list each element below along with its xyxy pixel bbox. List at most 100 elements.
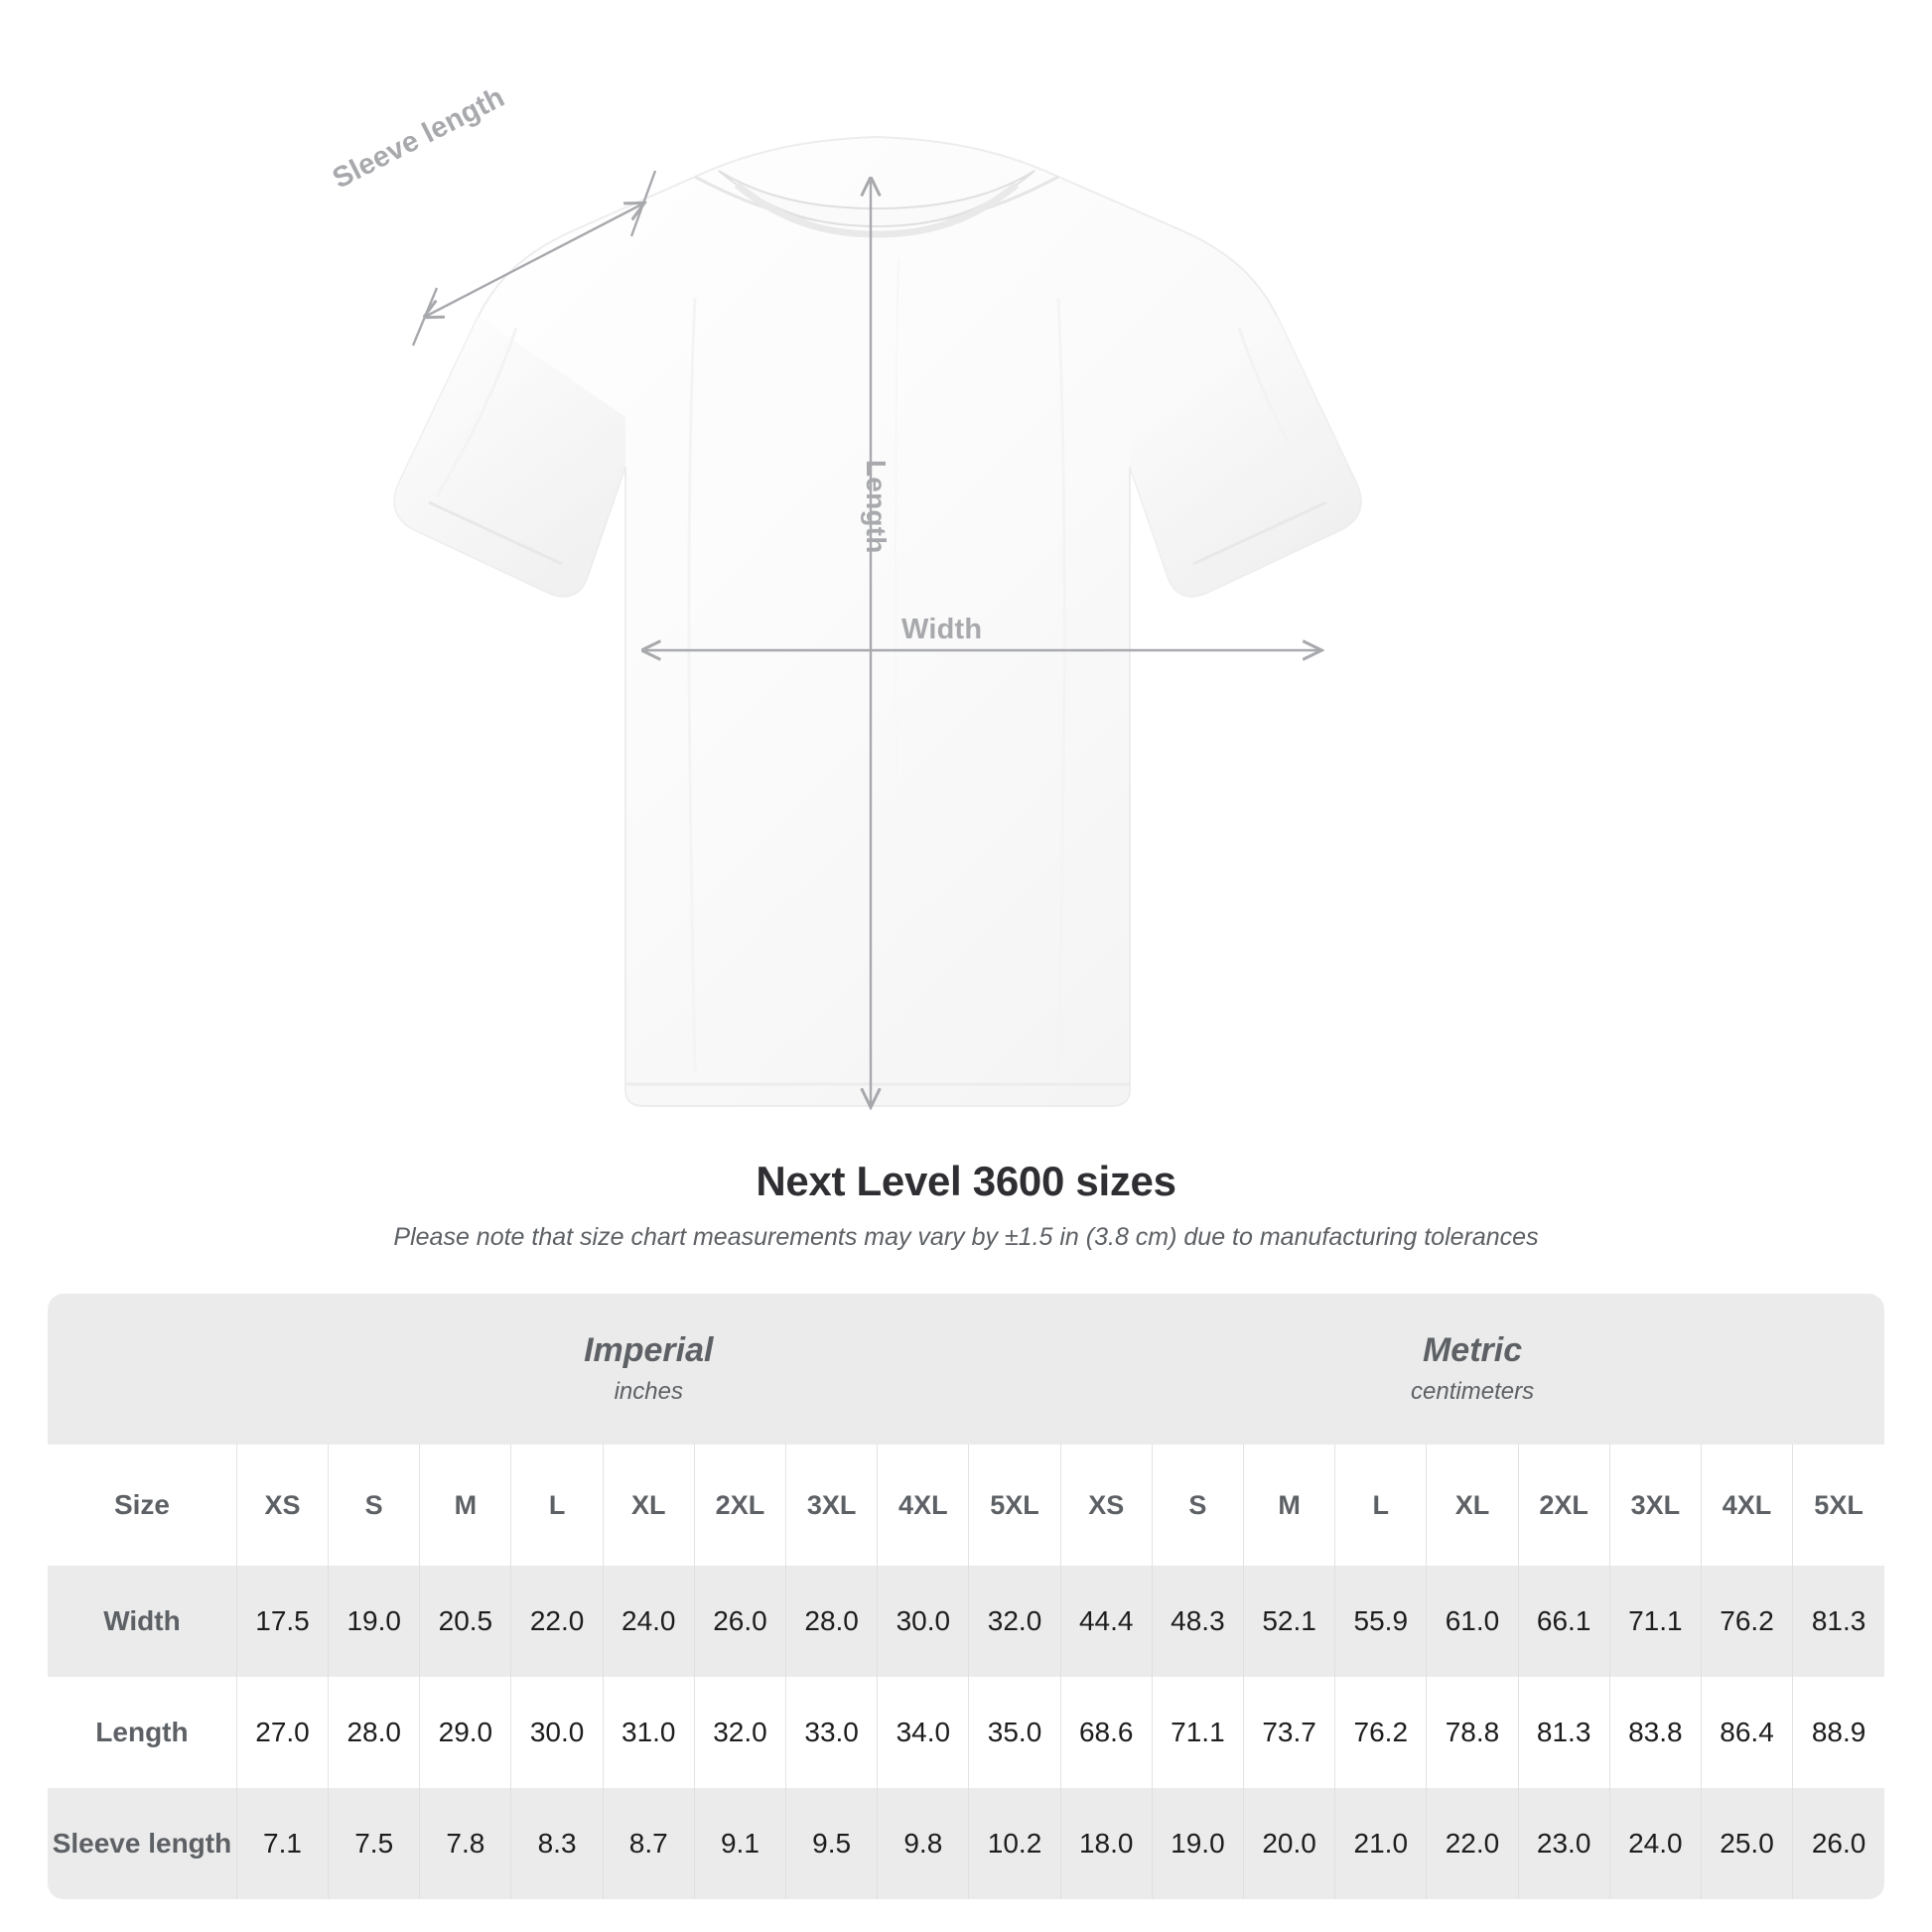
size-header-cell-imperial-l: L [510,1445,604,1566]
tshirt-body-shape [393,135,1362,1107]
size-header-cell-imperial-xs: XS [235,1445,329,1566]
unit-group-name: Metric [1422,1330,1523,1369]
cell-length-imperial-s: 28.0 [328,1677,420,1788]
unit-group-subtitle: inches [614,1377,683,1405]
size-header-cell-imperial-m: M [419,1445,511,1566]
cell-width-metric-5xl: 81.3 [1792,1566,1884,1677]
cell-length-imperial-m: 29.0 [419,1677,511,1788]
cell-width-metric-xs: 44.4 [1059,1566,1153,1677]
cell-sleeve-length-imperial-xs: 7.1 [235,1788,329,1899]
cell-sleeve-length-imperial-s: 7.5 [328,1788,420,1899]
size-header-cell-metric-3xl: 3XL [1608,1445,1702,1566]
size-header-cell-metric-l: L [1334,1445,1427,1566]
cell-sleeve-length-imperial-5xl: 10.2 [968,1788,1061,1899]
table-corner-cell [48,1294,237,1445]
cell-width-imperial-l: 22.0 [510,1566,604,1677]
tolerance-note: Please note that size chart measurements… [393,1222,1539,1251]
cell-width-imperial-4xl: 30.0 [877,1566,969,1677]
cell-sleeve-length-metric-5xl: 26.0 [1792,1788,1884,1899]
cell-length-metric-5xl: 88.9 [1792,1677,1884,1788]
cell-length-imperial-5xl: 35.0 [968,1677,1061,1788]
cell-width-imperial-2xl: 26.0 [693,1566,786,1677]
row-header-sleeve-length: Sleeve length [48,1788,237,1899]
cell-sleeve-length-metric-xl: 22.0 [1426,1788,1519,1899]
cell-width-metric-s: 48.3 [1151,1566,1244,1677]
measurement-guides [411,170,1320,1106]
size-header-cell-metric-xs: XS [1059,1445,1153,1566]
cell-sleeve-length-imperial-4xl: 9.8 [877,1788,969,1899]
table-row: Width 17.5 19.0 20.5 22.0 24.0 26.0 28.0 30.0 32.… [48,1566,1884,1677]
cell-width-imperial-5xl: 32.0 [968,1566,1061,1677]
cell-sleeve-length-metric-m: 20.0 [1242,1788,1335,1899]
cell-width-imperial-xs: 17.5 [235,1566,329,1677]
cell-width-metric-l: 55.9 [1334,1566,1427,1677]
cell-sleeve-length-imperial-3xl: 9.5 [785,1788,878,1899]
cell-width-imperial-3xl: 28.0 [785,1566,878,1677]
tshirt-measurement-illustration: Sleeve length Length Width [328,81,1362,1152]
width-label: Width [901,614,983,645]
table-row: Sleeve length 7.1 7.5 7.8 8.3 8.7 9.1 9.5 9.8 10.… [48,1788,1884,1899]
cell-length-imperial-l: 30.0 [510,1677,604,1788]
size-header-cell-imperial-s: S [328,1445,420,1566]
cell-width-metric-3xl: 71.1 [1608,1566,1702,1677]
row-header-width: Width [48,1566,237,1677]
size-chart-table-container: Imperial inches Metric centimeters Size XS S M L… [48,1294,1884,1899]
unit-group-name: Imperial [584,1330,714,1369]
length-label: Length [861,460,892,554]
sleeve-tick-right [629,170,657,237]
cell-width-metric-2xl: 66.1 [1517,1566,1610,1677]
cell-sleeve-length-metric-s: 19.0 [1151,1788,1244,1899]
cell-sleeve-length-imperial-xl: 8.7 [602,1788,695,1899]
size-header-cell-metric-2xl: 2XL [1517,1445,1610,1566]
cell-length-metric-xs: 68.6 [1059,1677,1153,1788]
cell-sleeve-length-metric-4xl: 25.0 [1700,1788,1793,1899]
size-column-header: Size [48,1445,237,1566]
cell-length-imperial-4xl: 34.0 [877,1677,969,1788]
row-header-length: Length [48,1677,237,1788]
cell-width-imperial-s: 19.0 [328,1566,420,1677]
cell-width-metric-xl: 61.0 [1426,1566,1519,1677]
size-header-cell-imperial-4xl: 4XL [877,1445,969,1566]
cell-length-imperial-xs: 27.0 [235,1677,329,1788]
tshirt-diagram-svg [393,135,1362,1152]
heading-block: Next Level 3600 sizes Please note that s… [0,1157,1932,1252]
cell-length-metric-s: 71.1 [1151,1677,1244,1788]
size-header-cell-metric-4xl: 4XL [1700,1445,1793,1566]
size-header-cell-metric-s: S [1151,1445,1244,1566]
unit-group-header-imperial: Imperial inches [236,1294,1061,1445]
cell-sleeve-length-metric-l: 21.0 [1334,1788,1427,1899]
cell-width-metric-m: 52.1 [1242,1566,1335,1677]
size-header-cell-imperial-3xl: 3XL [785,1445,878,1566]
cell-length-metric-l: 76.2 [1334,1677,1427,1788]
cell-width-metric-4xl: 76.2 [1700,1566,1793,1677]
cell-length-imperial-xl: 31.0 [602,1677,695,1788]
cell-length-imperial-3xl: 33.0 [785,1677,878,1788]
unit-group-header-row: Imperial inches Metric centimeters [48,1294,1884,1445]
size-header-cell-metric-xl: XL [1426,1445,1519,1566]
size-header-cell-imperial-2xl: 2XL [693,1445,786,1566]
unit-group-subtitle: centimeters [1411,1377,1535,1405]
size-header-cell-metric-m: M [1242,1445,1335,1566]
cell-sleeve-length-metric-xs: 18.0 [1059,1788,1153,1899]
table-row: Length 27.0 28.0 29.0 30.0 31.0 32.0 33.0 34.0 35… [48,1677,1884,1788]
cell-sleeve-length-metric-2xl: 23.0 [1517,1788,1610,1899]
page-title: Next Level 3600 sizes [756,1158,1176,1204]
sleeve-tick-left [411,287,439,346]
cell-sleeve-length-metric-3xl: 24.0 [1608,1788,1702,1899]
cell-length-metric-2xl: 81.3 [1517,1677,1610,1788]
cell-length-imperial-2xl: 32.0 [693,1677,786,1788]
size-header-row: Size XS S M L XL 2XL 3XL 4XL 5XL XS S M L XL 2XL 3XL 4XL 5… [48,1445,1884,1566]
cell-length-metric-3xl: 83.8 [1608,1677,1702,1788]
cell-width-imperial-m: 20.5 [419,1566,511,1677]
cell-width-imperial-xl: 24.0 [602,1566,695,1677]
cell-length-metric-m: 73.7 [1242,1677,1335,1788]
cell-length-metric-xl: 78.8 [1426,1677,1519,1788]
cell-sleeve-length-imperial-2xl: 9.1 [693,1788,786,1899]
cell-sleeve-length-imperial-m: 7.8 [419,1788,511,1899]
size-header-cell-imperial-5xl: 5XL [968,1445,1061,1566]
size-chart-table: Imperial inches Metric centimeters Size XS S M L… [48,1294,1884,1899]
cell-sleeve-length-imperial-l: 8.3 [510,1788,604,1899]
size-header-cell-imperial-xl: XL [602,1445,695,1566]
size-header-cell-metric-5xl: 5XL [1792,1445,1884,1566]
unit-group-header-metric: Metric centimeters [1060,1294,1884,1445]
